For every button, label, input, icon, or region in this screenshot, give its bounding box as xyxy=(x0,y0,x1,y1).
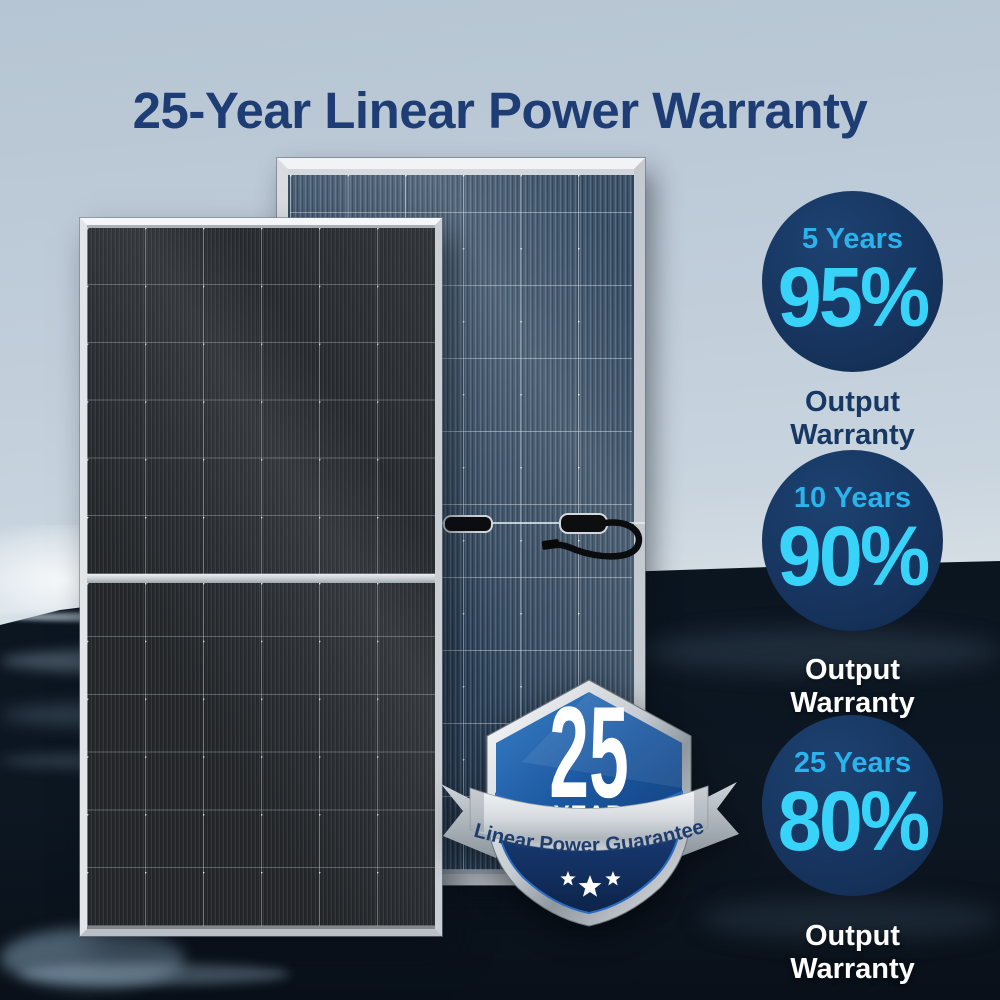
warranty-label: Output Warranty xyxy=(790,654,915,719)
junction-box-and-cable xyxy=(442,513,645,560)
warranty-shield-badge: 25 YEAR Linear Power Guarantee xyxy=(441,679,739,927)
warranty-label: Output Warranty xyxy=(790,920,915,985)
panel-reflection xyxy=(87,225,435,929)
ribbon-band xyxy=(469,785,709,851)
solar-cells-lower xyxy=(87,583,435,926)
ribbon-fold-shadow xyxy=(470,788,484,832)
warranty-circle-25-years: 25 Years 80% xyxy=(762,715,943,896)
warranty-label: Output Warranty xyxy=(790,386,915,451)
rock-shadow xyxy=(700,898,1000,940)
warranty-percent: 80% xyxy=(777,774,930,869)
solar-cells-upper xyxy=(87,228,435,574)
ribbon-tail-left xyxy=(441,784,496,858)
warranty-circle-5-years: 5 Years 95% xyxy=(762,191,943,372)
warranty-badge-25-years: 25 Years 80% Output Warranty xyxy=(762,715,943,986)
warranty-badge-10-years: 10 Years 90% Output Warranty xyxy=(762,450,943,720)
page-title: 25-Year Linear Power Warranty xyxy=(132,82,868,140)
solar-panel-front-image xyxy=(80,218,442,936)
ribbon-tail-right xyxy=(682,782,739,856)
junction-box xyxy=(443,515,493,533)
shield-sheen xyxy=(522,692,682,788)
solar-cable xyxy=(550,519,642,560)
water-streak xyxy=(0,928,185,988)
warranty-period: 25 Years xyxy=(793,747,912,780)
ribbon-fold-shadow xyxy=(694,786,708,830)
warranty-period: 10 Years xyxy=(793,482,912,515)
cable-connector xyxy=(541,539,560,550)
warranty-circle-10-years: 10 Years 90% xyxy=(762,450,943,631)
warranty-percent: 90% xyxy=(777,509,930,604)
water-streak xyxy=(640,628,1000,674)
water-streak xyxy=(20,963,290,985)
junction-box xyxy=(559,513,608,534)
shield-value-text: 25 xyxy=(549,681,629,826)
warranty-period: 5 Years xyxy=(801,223,904,256)
warranty-badge-5-years: 5 Years 95% Output Warranty xyxy=(762,191,943,452)
panel-center-rail xyxy=(87,574,435,583)
warranty-percent: 95% xyxy=(777,250,930,345)
